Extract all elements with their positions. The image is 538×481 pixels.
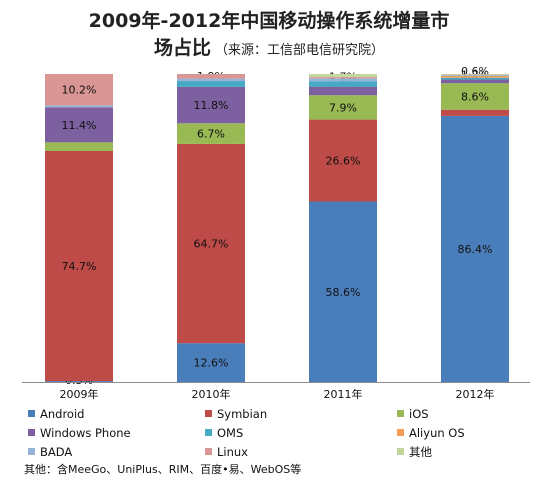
bar-segment — [441, 74, 509, 75]
bar-segment — [441, 74, 509, 76]
data-label: 74.7% — [62, 260, 97, 273]
legend-swatch — [397, 448, 404, 455]
category-label: 2010年 — [192, 387, 231, 401]
legend-label: 其他 — [409, 445, 432, 459]
bar-segment — [177, 143, 245, 344]
bar-segment — [45, 151, 113, 382]
bar-segment — [309, 74, 377, 78]
data-label: 11.4% — [62, 119, 97, 132]
bar-segment — [441, 77, 509, 80]
data-label: 26.6% — [326, 155, 361, 168]
bar-segment — [177, 86, 245, 124]
data-label: 64.7% — [194, 238, 229, 251]
bar-segment — [309, 78, 377, 82]
bar-segment — [441, 75, 509, 78]
bar-segment — [177, 81, 245, 87]
bar-segment — [309, 81, 377, 87]
data-label: 58.6% — [326, 286, 361, 299]
bar-segment — [45, 105, 113, 108]
legend-swatch — [397, 410, 404, 417]
category-label: 2011年 — [324, 387, 363, 401]
legend-swatch — [28, 429, 35, 436]
legend-label: Windows Phone — [40, 426, 131, 440]
bar-segment — [177, 343, 245, 382]
legend-label: Android — [40, 407, 84, 421]
chart-subtitle: （来源：工信部电信研究院） — [215, 43, 384, 58]
bar-segment — [45, 381, 113, 382]
legend-label: BADA — [40, 445, 72, 459]
data-label: 11.8% — [194, 99, 229, 112]
bar-segment — [441, 115, 509, 382]
category-label: 2012年 — [456, 387, 495, 401]
data-label: 86.4% — [458, 243, 493, 256]
legend-label: OMS — [217, 426, 243, 440]
chart-title-second-line: 场占比 — [154, 36, 211, 59]
legend-label: Linux — [217, 445, 248, 459]
bar-segment — [309, 86, 377, 96]
plot-area: 0.3%74.7%2.8%11.4%0.6%10.2%2009年12.6%64.… — [22, 65, 530, 401]
bar-segment — [441, 83, 509, 110]
category-label: 2009年 — [60, 387, 99, 401]
chart-title-line2: 场占比 （来源：工信部电信研究院） — [154, 36, 384, 59]
bar-segment — [177, 74, 245, 79]
bar-segment — [309, 95, 377, 120]
bar-segment — [309, 77, 377, 79]
legend-swatch — [205, 448, 212, 455]
bar-segment — [177, 78, 245, 82]
legend: Android Symbian iOS Windows Phone OMS Aliyun … — [28, 407, 465, 459]
bar-segment — [45, 74, 113, 106]
data-label: 0.6% — [461, 65, 489, 78]
bar-segment — [441, 109, 509, 116]
bar-segment — [441, 79, 509, 84]
bar-segment — [45, 107, 113, 143]
footnote: 其他：含MeeGo、UniPlus、RIM、百度•易、WebOS等 — [24, 462, 301, 476]
bar-segment — [309, 119, 377, 202]
legend-swatch — [205, 410, 212, 417]
legend-swatch — [28, 448, 35, 455]
data-label: 10.2% — [62, 84, 97, 97]
data-label: 8.6% — [461, 90, 489, 103]
data-label: 6.7% — [197, 128, 225, 141]
bar-segment — [309, 201, 377, 382]
legend-label: Symbian — [217, 407, 267, 421]
data-label: 12.6% — [194, 357, 229, 370]
data-label: 7.9% — [329, 101, 357, 114]
bar-segment — [177, 123, 245, 144]
legend-label: Aliyun OS — [409, 426, 465, 440]
legend-swatch — [205, 429, 212, 436]
legend-swatch — [28, 410, 35, 417]
legend-label: iOS — [409, 407, 429, 421]
legend-swatch — [397, 429, 404, 436]
bar-segment — [45, 142, 113, 151]
chart-title: 2009年-2012年中国移动操作系统增量市 — [89, 9, 450, 32]
